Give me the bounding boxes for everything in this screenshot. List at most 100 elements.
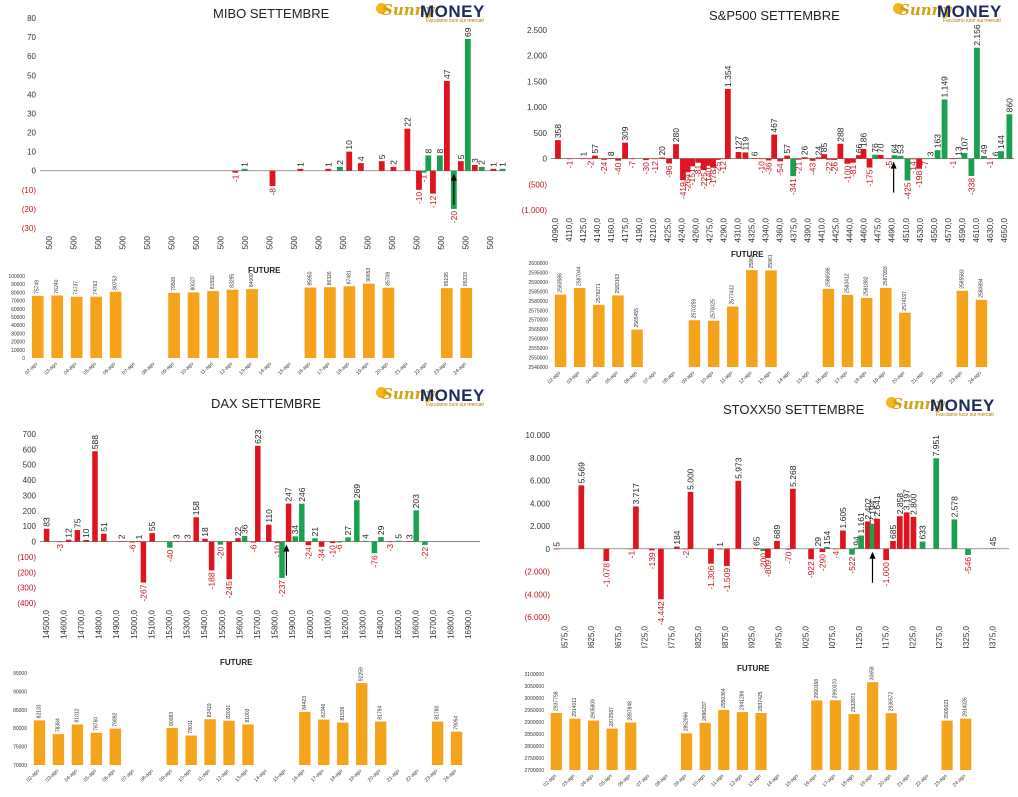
bar xyxy=(897,155,904,159)
x-tick-label: 14-ago xyxy=(766,773,781,788)
x-tick-label: 14-ago xyxy=(258,361,273,376)
bar xyxy=(808,548,814,560)
bar xyxy=(554,294,567,367)
bar xyxy=(279,541,285,578)
bar xyxy=(777,158,784,162)
chart-dax-oi: (400) (300) (200) (100) 0 100 200 300 400 500 600 7… xyxy=(17,429,480,639)
y-tick-label: 80000 xyxy=(13,726,27,732)
chart-mibo-future: 0 10000 20000 30000 40000 50000 60000 70000 8000… xyxy=(8,268,473,376)
bar xyxy=(844,158,851,164)
bar-label: 36 xyxy=(240,524,250,534)
bar xyxy=(727,306,739,367)
x-tick-label: 16600,0 xyxy=(411,609,420,638)
bar xyxy=(51,295,64,358)
bar-label: -12 xyxy=(718,161,728,174)
bar-label: 107 xyxy=(959,137,969,151)
x-tick-label: 4390,0 xyxy=(804,217,813,242)
y-tick-label: 70 xyxy=(27,33,36,42)
x-tick-label: 4610,0 xyxy=(972,217,981,242)
bar xyxy=(815,548,821,550)
bar xyxy=(705,158,712,166)
bar xyxy=(31,295,44,358)
bar-label: 2.402 xyxy=(863,498,873,520)
bar xyxy=(941,720,953,770)
bar-label: 2905621 xyxy=(944,699,950,719)
bar xyxy=(867,682,879,770)
x-tick-label: 4460,0 xyxy=(860,217,869,242)
bar-label: 2990168 xyxy=(814,679,820,699)
bar-label: 10 xyxy=(81,528,91,538)
bar xyxy=(70,296,83,358)
x-tick-label: 16000,0 xyxy=(306,609,315,638)
x-tick-label: 4375,0 xyxy=(790,217,799,242)
bar-label: -10 xyxy=(414,192,424,205)
bar xyxy=(363,283,375,358)
bar xyxy=(336,541,342,543)
x-tick-label: 07-ago xyxy=(120,768,135,783)
bar-label: 22 xyxy=(402,117,412,127)
bar-label: 3 xyxy=(470,158,480,163)
x-tick-label: 29500 xyxy=(412,235,421,250)
bar xyxy=(784,155,791,159)
bar-label: 184 xyxy=(672,530,682,544)
y-tick-label: (100) xyxy=(17,553,36,562)
bar-label: 2.858 xyxy=(895,493,905,515)
bar-label: 288 xyxy=(835,127,845,141)
bar-label: 5 xyxy=(551,542,561,547)
bar-label: -425 xyxy=(903,182,913,199)
bar xyxy=(992,158,999,159)
bar xyxy=(724,548,730,566)
bar xyxy=(840,530,846,549)
chart-stoxx-oi: (6.000) (4.000) (2.000) 0 2.000 4.000 6.000 8.0… xyxy=(525,431,1009,648)
bar xyxy=(710,158,716,168)
bar-label: 81780 xyxy=(435,706,441,720)
x-tick-label: 03-ago xyxy=(45,768,60,783)
y-tick-label: 20 xyxy=(27,129,36,138)
bar xyxy=(266,524,272,542)
bar-label: -34 xyxy=(317,549,327,562)
bar xyxy=(325,168,332,171)
x-tick-label: 4090,0 xyxy=(551,217,560,242)
x-tick-label: 22-ago xyxy=(929,370,944,385)
bar-label: -1.078 xyxy=(601,563,611,587)
bar xyxy=(666,158,672,164)
y-tick-label: 2700000 xyxy=(525,768,545,774)
x-tick-label: 19-ago xyxy=(872,370,887,385)
y-tick-label: 85000 xyxy=(13,708,27,714)
x-tick-label: 12-ago xyxy=(738,370,753,385)
x-tick-label: 22-ago xyxy=(413,361,428,376)
x-tick-label: 4260,0 xyxy=(691,217,700,242)
bar-label: -178 xyxy=(708,169,718,186)
y-tick-label: 80000 xyxy=(11,290,25,296)
x-tick-label: 02-ago xyxy=(24,361,39,376)
bar xyxy=(242,724,254,765)
x-tick-label: 3725,0 xyxy=(641,625,650,648)
bar-label: 186 xyxy=(859,133,869,147)
bar-label: 8 xyxy=(606,151,616,156)
x-tick-label: 4360,0 xyxy=(776,217,785,242)
x-tick-label: 4325,0 xyxy=(962,625,971,648)
bar xyxy=(765,270,777,367)
bar xyxy=(853,547,860,549)
x-tick-label: 22-ago xyxy=(405,768,420,783)
bar xyxy=(790,158,797,177)
x-tick-label: 10-ago xyxy=(691,773,706,788)
y-tick-label: 500 xyxy=(23,461,37,470)
bar-label: 8 xyxy=(423,148,433,153)
bar xyxy=(167,541,173,548)
bar-label: 158 xyxy=(191,501,201,515)
bar xyxy=(185,735,197,765)
bar xyxy=(819,548,826,553)
x-tick-label: 08-ago xyxy=(141,361,156,376)
bar-label: 49 xyxy=(979,144,989,154)
bar xyxy=(700,158,707,171)
bar-label: 1 xyxy=(240,162,250,167)
bar xyxy=(998,151,1004,159)
y-tick-label: 2560000 xyxy=(529,337,549,343)
y-tick-label: 70000 xyxy=(11,299,25,305)
bar-label: -10 xyxy=(757,161,767,174)
bar xyxy=(631,329,643,367)
bar-label: 69 xyxy=(463,27,473,37)
x-tick-label: 05-ago xyxy=(604,370,619,385)
bar xyxy=(337,722,349,765)
